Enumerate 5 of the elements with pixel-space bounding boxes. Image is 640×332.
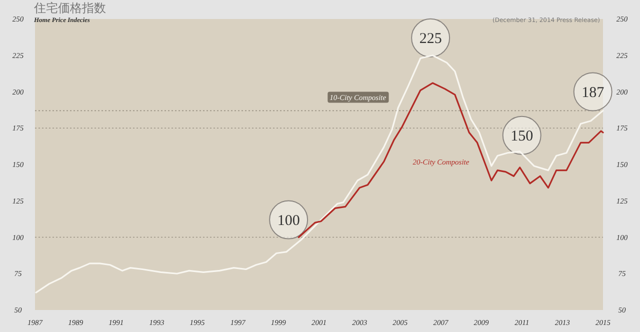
annotation: 150 [510,128,534,144]
annotation: 225 [419,30,442,47]
chart-title: 住宅価格指数 [33,1,106,15]
annotation: 187 [582,84,605,101]
annotation: 100 [277,212,300,229]
